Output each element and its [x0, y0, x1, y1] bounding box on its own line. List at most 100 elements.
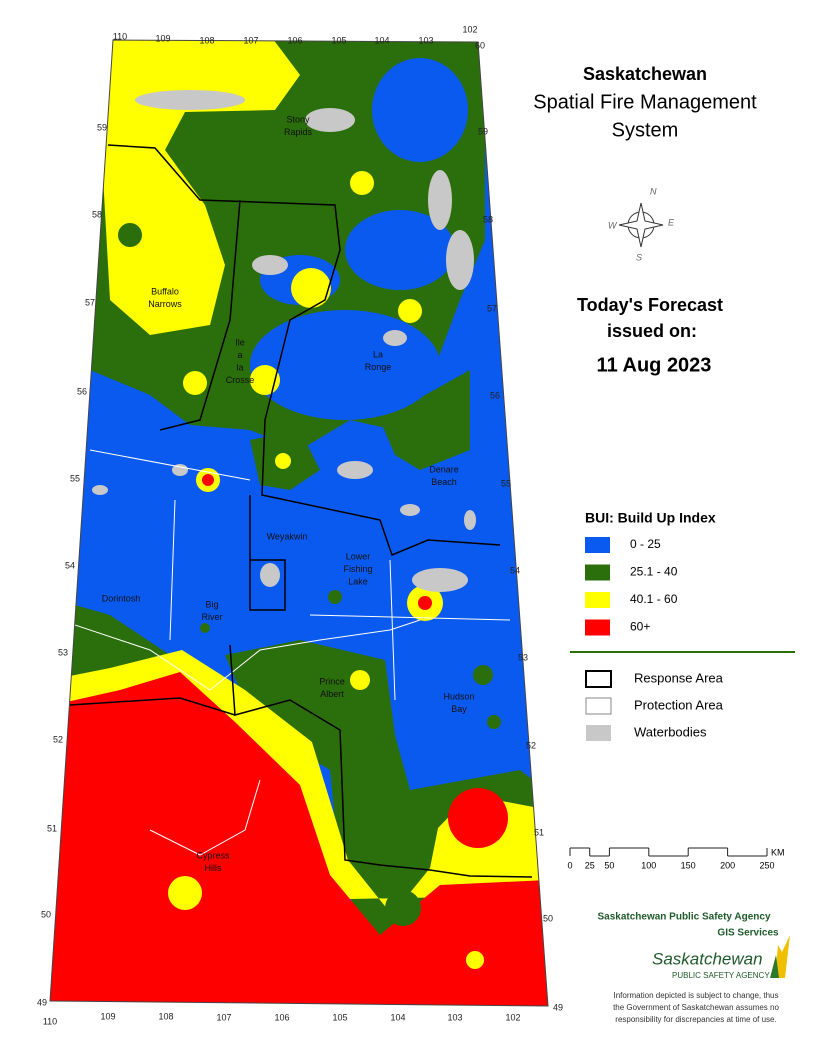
bui-extreme — [448, 788, 508, 848]
scale-label: 200 — [720, 860, 735, 870]
latitude-label: 60 — [475, 40, 485, 50]
legend: 0 - 25 25.1 - 40 40.1 - 60 60+ — [585, 537, 678, 636]
longitude-label: 107 — [216, 1012, 231, 1022]
latitude-label: 54 — [65, 560, 75, 570]
waterbody — [383, 330, 407, 346]
latitude-label: 51 — [534, 827, 544, 837]
bui-high — [466, 951, 484, 969]
compass-w: W — [608, 220, 618, 230]
disclaimer-line: the Government of Saskatchewan assumes n… — [613, 1003, 779, 1012]
place-label: Albert — [320, 689, 344, 699]
longitude-label: 106 — [287, 35, 302, 45]
place-label: Beach — [431, 477, 457, 487]
longitude-label: 108 — [199, 35, 214, 45]
latitude-label: 52 — [53, 734, 63, 744]
longitude-label: 106 — [274, 1012, 289, 1022]
waterbody — [252, 255, 288, 275]
waterbody — [305, 108, 355, 132]
waterbody — [464, 510, 476, 530]
longitude-label: 103 — [418, 35, 433, 45]
bui-extreme — [418, 596, 432, 610]
legend-title: BUI: Build Up Index — [585, 510, 716, 526]
scale-label: 250 — [759, 860, 774, 870]
latitude-label: 52 — [526, 740, 536, 750]
scale-label: 100 — [641, 860, 656, 870]
protection-area-line — [89, 449, 511, 701]
place-label: River — [201, 612, 222, 622]
response-area-line — [107, 144, 501, 556]
logo-wheat — [775, 935, 790, 978]
forecast-heading: Today's Forecast — [577, 295, 723, 315]
compass-star — [618, 202, 664, 248]
bui-extreme — [202, 474, 214, 486]
agency-name: Saskatchewan Public Safety Agency — [597, 912, 770, 923]
bui-high — [350, 171, 374, 195]
latitude-label: 50 — [41, 909, 51, 919]
waterbody — [135, 90, 245, 110]
waterbody — [428, 170, 452, 230]
longitude-label: 109 — [155, 33, 170, 43]
bui-moderate — [328, 590, 342, 604]
latitude-label: 59 — [478, 126, 488, 136]
protection-area-line — [59, 619, 421, 691]
title: Saskatchewan — [583, 64, 707, 84]
logo-name: Saskatchewan — [652, 949, 763, 968]
protection-area-line — [149, 779, 261, 856]
compass-e: E — [668, 217, 675, 227]
longitude-label: 104 — [374, 35, 389, 45]
legend-label: 25.1 - 40 — [630, 565, 678, 579]
legend-label: Protection Area — [634, 697, 724, 712]
place-label: Fishing — [343, 564, 372, 574]
longitude-label: 103 — [447, 1012, 462, 1022]
response-area-line — [249, 495, 286, 611]
longitude-label: 105 — [332, 1012, 347, 1022]
scale-bar: 0 25 50 100 150 200 250 KM — [567, 847, 784, 870]
latitude-label: 58 — [92, 209, 102, 219]
longitude-label: 107 — [243, 35, 258, 45]
legend-swatch — [585, 564, 610, 581]
waterbody — [400, 504, 420, 516]
bui-high — [398, 299, 422, 323]
latitude-label: 59 — [97, 122, 107, 132]
longitude-label: 105 — [331, 35, 346, 45]
place-label: Prince — [319, 676, 345, 686]
scale-label: 0 — [567, 860, 572, 870]
place-label: Stony — [286, 114, 310, 124]
place-label: a — [237, 350, 242, 360]
waterbody — [260, 563, 280, 587]
legend-swatch — [585, 697, 612, 715]
longitude-label: 110 — [113, 31, 127, 41]
scale-label: 25 — [585, 860, 595, 870]
bui-low — [372, 58, 468, 162]
waterbody — [446, 230, 474, 290]
compass-n: N — [650, 186, 657, 196]
bui-high — [350, 670, 370, 690]
disclaimer: Information depicted is subject to chang… — [613, 991, 779, 1024]
latitude-label: 49 — [37, 997, 47, 1007]
latitude-label: 57 — [487, 303, 497, 313]
place-label: Denare — [429, 464, 459, 474]
response-area-line — [229, 644, 533, 878]
place-label: Lake — [348, 576, 368, 586]
latitude-label: 55 — [70, 473, 80, 483]
longitude-label: 108 — [158, 1011, 173, 1021]
legend-swatch — [585, 670, 612, 688]
bui-moderate — [385, 890, 421, 926]
place-label: Lower — [346, 551, 371, 561]
bui-moderate — [487, 715, 501, 729]
longitude-label: 104 — [390, 1012, 405, 1022]
place-label: Weyakwin — [267, 531, 308, 541]
place-label: Hudson — [443, 691, 474, 701]
latitude-label: 49 — [553, 1002, 563, 1012]
legend-swatch — [585, 619, 610, 636]
response-area-line — [69, 697, 236, 716]
legend-swatch — [586, 725, 611, 741]
bui-moderate — [200, 623, 210, 633]
place-label: Buffalo — [151, 286, 179, 296]
bui-moderate — [380, 370, 470, 470]
bui-moderate — [473, 665, 493, 685]
bui-low — [170, 438, 250, 482]
latitude-label: 51 — [47, 823, 57, 833]
